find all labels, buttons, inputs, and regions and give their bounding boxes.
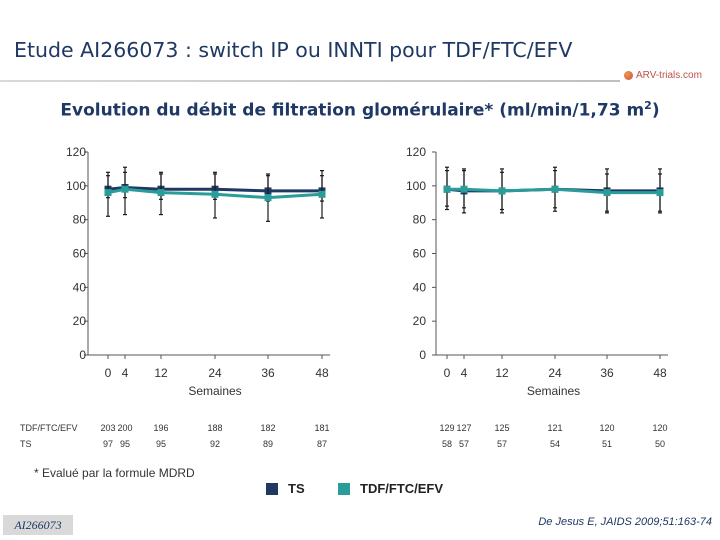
chart1-y-tick-label: 0 xyxy=(79,348,86,362)
chart2-tdf-marker xyxy=(656,189,664,197)
chart1-tdf-marker xyxy=(121,185,129,193)
chart2-tdf-marker xyxy=(460,185,468,193)
chart1-x-tick-label: 36 xyxy=(261,366,275,380)
chart1-y-tick-label: 120 xyxy=(66,145,86,159)
logo-icon xyxy=(624,70,633,80)
chart2-y-tick-label: 40 xyxy=(413,280,427,294)
chart2-table-cell: 127 xyxy=(456,423,471,433)
arv-trials-logo: ARV-trials.com xyxy=(624,70,716,88)
chart2-y-tick-label: 100 xyxy=(406,179,426,193)
chart1-y-tick-label: 60 xyxy=(73,247,87,261)
chart2-x-axis-label: Semaines xyxy=(527,384,580,398)
chart2-y-tick-label: 80 xyxy=(413,213,427,227)
chart2-tdf-marker xyxy=(498,187,506,195)
chart2-x-tick-label: 4 xyxy=(461,366,468,380)
chart1-table-cell: 97 xyxy=(103,439,113,449)
title-divider xyxy=(0,80,620,82)
chart1-x-tick-label: 24 xyxy=(208,366,222,380)
legend-swatch-ts xyxy=(266,482,278,495)
chart1-x-tick-label: 48 xyxy=(315,366,329,380)
legend-swatch-tdf xyxy=(338,482,350,495)
chart1-x-axis-label: Semaines xyxy=(188,384,241,398)
chart1-y-tick-label: 20 xyxy=(73,314,87,328)
chart2-table-cell: 120 xyxy=(599,423,614,433)
chart1-table-cell: 203 xyxy=(100,423,115,433)
legend-label-ts: TS xyxy=(288,481,305,496)
chart2-y-tick-label: 0 xyxy=(419,348,426,362)
chart2-table-cell: 58 xyxy=(442,439,452,449)
chart2-table-cell: 121 xyxy=(547,423,562,433)
chart1-table-cell: 95 xyxy=(120,439,130,449)
chart1-tdf-marker xyxy=(157,189,165,197)
footnote: * Evalué par la formule MDRD xyxy=(34,466,195,480)
chart2-table-cell: 50 xyxy=(655,439,665,449)
chart-subtitle: Evolution du débit de filtration gloméru… xyxy=(0,99,720,121)
chart2-x-tick-label: 12 xyxy=(495,366,509,380)
chart2-tdf-marker xyxy=(551,185,559,193)
chart1-table-cell: 200 xyxy=(117,423,132,433)
chart1-x-tick-label: 0 xyxy=(105,366,112,380)
chart1-y-tick-label: 100 xyxy=(66,179,86,193)
logo-text: ARV-trials.com xyxy=(636,70,702,81)
chart2-table-cell: 125 xyxy=(494,423,509,433)
citation: De Jesus E, JAIDS 2009;51:163-74 xyxy=(538,516,712,528)
chart2-table-cell: 129 xyxy=(439,423,454,433)
chart1-table-cell: 181 xyxy=(314,423,329,433)
chart2-table-cell: 54 xyxy=(550,439,560,449)
table-row-label: TS xyxy=(20,439,32,449)
slide-title: Etude AI266073 : switch IP ou INNTI pour… xyxy=(14,38,573,62)
chart2-tdf-marker xyxy=(603,189,611,197)
chart2-tdf-marker xyxy=(443,185,451,193)
table-row-label: TDF/FTC/EFV xyxy=(20,423,78,433)
chart1-tdf-marker xyxy=(104,189,112,197)
chart2-table-cell: 57 xyxy=(459,439,469,449)
chart2-x-tick-label: 0 xyxy=(444,366,451,380)
chart1-tdf-marker xyxy=(211,190,219,198)
chart1-table-cell: 182 xyxy=(260,423,275,433)
chart2-x-tick-label: 48 xyxy=(653,366,667,380)
chart1-tdf-marker xyxy=(318,190,326,198)
chart1-table-cell: 188 xyxy=(207,423,222,433)
legend-label-tdf: TDF/FTC/EFV xyxy=(360,481,444,496)
chart2-table-cell: 51 xyxy=(602,439,612,449)
chart2-x-tick-label: 24 xyxy=(548,366,562,380)
chart1-table-cell: 196 xyxy=(153,423,168,433)
chart2-y-tick-label: 120 xyxy=(406,145,426,159)
chart1-table-cell: 87 xyxy=(317,439,327,449)
chart2-y-tick-label: 60 xyxy=(413,247,427,261)
chart1-table-cell: 92 xyxy=(210,439,220,449)
subtitle-main: Evolution du débit de filtration gloméru… xyxy=(60,100,645,121)
study-badge: AI266073 xyxy=(3,515,73,535)
legend-item-tdf: TDF/FTC/EFV xyxy=(338,481,443,496)
chart1-tdf-marker xyxy=(264,194,272,202)
chart1-y-tick-label: 40 xyxy=(73,280,87,294)
chart1-x-tick-label: 12 xyxy=(154,366,168,380)
legend-item-ts: TS xyxy=(266,481,305,496)
subtitle-superscript: 2 xyxy=(644,99,652,112)
chart1-table-cell: 95 xyxy=(156,439,166,449)
chart1-table-cell: 89 xyxy=(263,439,273,449)
chart2-y-tick-label: 20 xyxy=(413,314,427,328)
subtitle-end: ) xyxy=(651,100,660,121)
chart2-x-tick-label: 36 xyxy=(600,366,614,380)
chart2-table-cell: 57 xyxy=(497,439,507,449)
chart2-table-cell: 120 xyxy=(652,423,667,433)
chart1-x-tick-label: 4 xyxy=(122,366,129,380)
chart1-y-tick-label: 80 xyxy=(73,213,87,227)
